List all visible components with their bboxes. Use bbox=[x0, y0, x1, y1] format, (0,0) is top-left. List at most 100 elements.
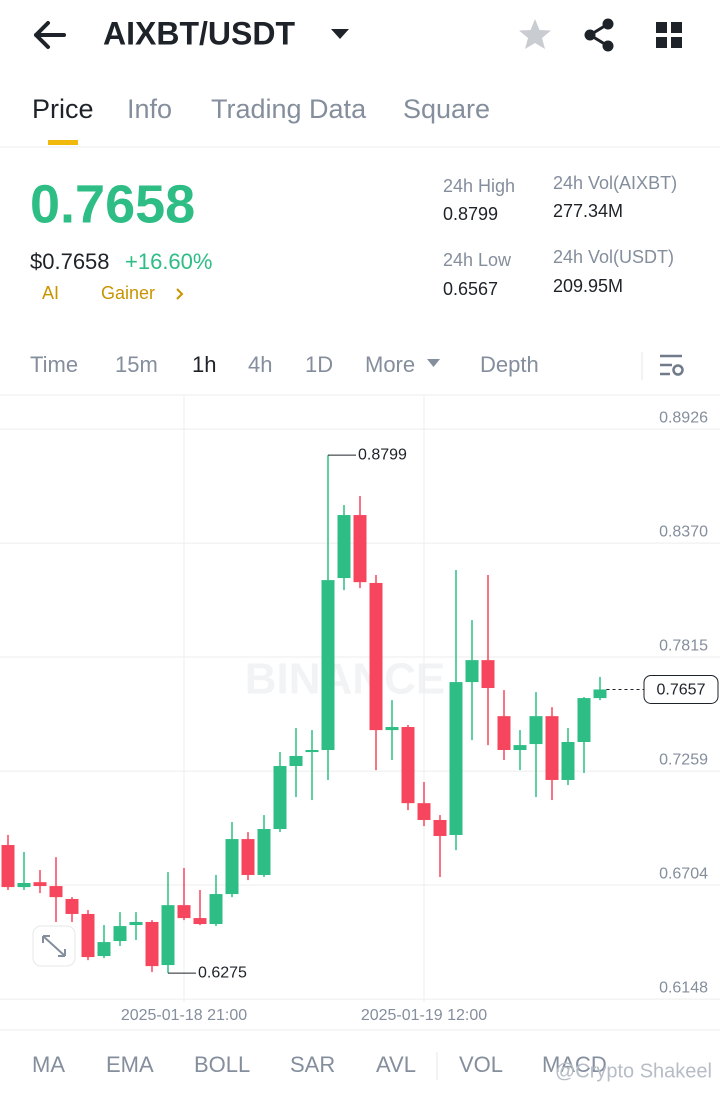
grid-cell bbox=[671, 37, 682, 48]
candle-body bbox=[577, 698, 591, 743]
last-price-box bbox=[643, 674, 719, 704]
expand-arrows bbox=[42, 935, 66, 957]
candle-body bbox=[513, 745, 527, 751]
stat-value: 277.34M bbox=[553, 201, 623, 221]
candle-body bbox=[545, 716, 559, 780]
indicator[interactable]: MACD bbox=[542, 1052, 607, 1077]
candle-body bbox=[225, 839, 239, 895]
candle-body bbox=[593, 689, 607, 699]
y-tick-label: 0.6704 bbox=[659, 865, 708, 882]
last-price: 0.7658 bbox=[30, 174, 195, 234]
candle-body bbox=[433, 819, 447, 836]
candle-body bbox=[1, 845, 15, 888]
x-tick-label: 2025-01-18 21:00 bbox=[121, 1007, 247, 1024]
usd-price: $0.7658 bbox=[30, 249, 110, 274]
stat-label: 24h Vol(USDT) bbox=[553, 247, 674, 267]
candle-body bbox=[353, 515, 367, 583]
indicator[interactable]: BOLL bbox=[194, 1052, 250, 1077]
indicator[interactable]: EMA bbox=[106, 1052, 154, 1077]
interval[interactable]: 15m bbox=[115, 352, 158, 377]
candle-body bbox=[369, 582, 383, 731]
candle-body bbox=[49, 886, 63, 898]
stat-label: 24h High bbox=[443, 176, 515, 196]
back-button[interactable] bbox=[34, 21, 66, 49]
tag[interactable]: AI bbox=[42, 283, 59, 303]
high-label: 0.8799 bbox=[358, 446, 407, 463]
chart-settings-icon[interactable] bbox=[660, 354, 684, 376]
candle-body bbox=[497, 716, 511, 751]
candle-body bbox=[417, 803, 431, 820]
pair-dropdown[interactable] bbox=[331, 29, 349, 39]
stat-value: 0.8799 bbox=[443, 204, 498, 224]
interval[interactable]: 1h bbox=[192, 352, 216, 377]
y-tick-label: 0.8926 bbox=[659, 409, 708, 426]
stat-label: 24h Vol(AIXBT) bbox=[553, 173, 677, 193]
indicator[interactable]: SAR bbox=[290, 1052, 335, 1077]
interval[interactable]: Depth bbox=[480, 352, 539, 377]
candle-body bbox=[65, 898, 79, 914]
candle-body bbox=[209, 894, 223, 925]
grid-cell bbox=[671, 22, 682, 33]
candle-body bbox=[241, 839, 255, 875]
tab[interactable]: Square bbox=[403, 94, 490, 124]
indicator[interactable]: VOL bbox=[459, 1052, 503, 1077]
stat-label: 24h Low bbox=[443, 250, 512, 270]
pair-title[interactable]: AIXBT/USDT bbox=[103, 15, 295, 51]
candle-body bbox=[81, 913, 95, 958]
candle-body bbox=[193, 918, 207, 925]
price-change: +16.60% bbox=[125, 249, 212, 274]
candle-body bbox=[465, 660, 479, 683]
settings-gear bbox=[672, 364, 684, 376]
back-arrow bbox=[34, 21, 66, 49]
tab[interactable]: Info bbox=[127, 94, 172, 124]
candle-body bbox=[529, 716, 543, 745]
favorite-star[interactable] bbox=[519, 19, 551, 49]
indicator[interactable]: AVL bbox=[376, 1052, 416, 1077]
y-tick-label: 0.8370 bbox=[659, 523, 708, 540]
interval[interactable]: 4h bbox=[248, 352, 272, 377]
candle-body bbox=[401, 727, 415, 804]
interval[interactable]: Time bbox=[30, 352, 78, 377]
settings-lines bbox=[660, 354, 682, 376]
stat-value: 209.95M bbox=[553, 276, 623, 296]
last-price-label: 0.7657 bbox=[657, 682, 706, 699]
grid-cell bbox=[656, 22, 667, 33]
tab[interactable]: Price bbox=[32, 94, 94, 124]
more-dropdown bbox=[427, 359, 440, 367]
y-tick-label: 0.6148 bbox=[659, 979, 708, 996]
candle-body bbox=[145, 921, 159, 967]
candle-body bbox=[17, 882, 31, 888]
grid-menu-icon[interactable] bbox=[656, 22, 682, 48]
candle-body bbox=[161, 905, 175, 966]
y-tick-label: 0.7259 bbox=[659, 751, 708, 768]
share-icon[interactable] bbox=[584, 18, 614, 52]
interval[interactable]: More bbox=[365, 352, 415, 377]
candle-body bbox=[561, 742, 575, 780]
candle-body bbox=[449, 682, 463, 835]
interval[interactable]: 1D bbox=[305, 352, 333, 377]
tag-chevron bbox=[176, 288, 184, 300]
watermark-credit: @Crypto Shakeel bbox=[555, 1060, 712, 1082]
low-label: 0.6275 bbox=[198, 964, 247, 981]
candle-body bbox=[177, 905, 191, 919]
candle-body bbox=[289, 755, 303, 767]
candle-body bbox=[129, 921, 143, 926]
candle-body bbox=[33, 882, 47, 887]
candle-body bbox=[321, 580, 335, 751]
tab[interactable]: Trading Data bbox=[211, 94, 367, 124]
candle-body bbox=[337, 515, 351, 579]
indicator[interactable]: MA bbox=[32, 1052, 65, 1077]
watermark-logo: BINANCE bbox=[245, 655, 445, 704]
candle-body bbox=[273, 766, 287, 830]
candle-body bbox=[113, 926, 127, 942]
grid-cell bbox=[656, 37, 667, 48]
candle-body bbox=[481, 660, 495, 689]
stat-value: 0.6567 bbox=[443, 279, 498, 299]
x-tick-label: 2025-01-19 12:00 bbox=[361, 1007, 487, 1024]
candle-body bbox=[257, 829, 271, 875]
tag[interactable]: Gainer bbox=[101, 283, 155, 303]
expand-button[interactable] bbox=[32, 925, 76, 967]
candle-body bbox=[385, 727, 399, 731]
